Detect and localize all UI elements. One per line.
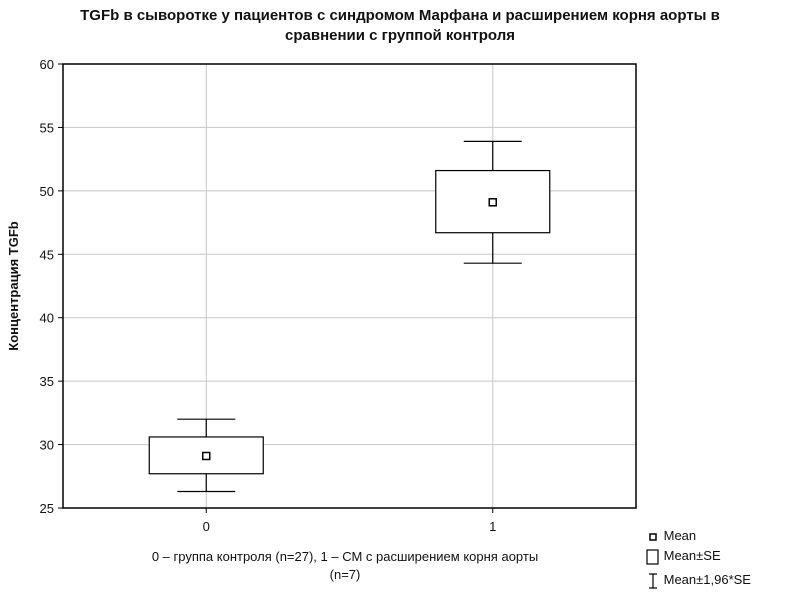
x-tick-label: 0 [203, 519, 210, 534]
x-tick-label: 1 [489, 519, 496, 534]
x-axis-label-line-2: (n=7) [329, 567, 361, 582]
legend-item-ci: Mean±1,96*SE [646, 572, 751, 589]
chart-title-line-1: TGFb в сыворотке у пациентов с синдромом… [80, 7, 720, 24]
legend-item-se: Mean±SE [646, 548, 721, 565]
mean-marker [202, 451, 211, 461]
y-tick-label: 55 [40, 120, 54, 135]
y-tick-label: 35 [40, 374, 54, 389]
chart-title: TGFb в сыворотке у пациентов с синдромом… [0, 6, 800, 46]
y-tick-label: 50 [40, 184, 54, 199]
whisker-icon [649, 572, 657, 589]
se-box-icon [646, 548, 659, 565]
legend-item-mean: Mean [646, 528, 696, 544]
y-tick-label: 25 [40, 501, 54, 516]
x-axis-label-line-1: 0 – группа контроля (n=27), 1 – СМ с рас… [151, 549, 539, 564]
mean-marker [488, 198, 497, 207]
x-axis-label: 0 – группа контроля (n=27), 1 – СМ с рас… [40, 548, 650, 584]
plot-frame [62, 63, 637, 509]
y-tick-label: 30 [40, 438, 54, 453]
y-tick-label: 40 [40, 311, 54, 326]
legend-label-ci: Mean±1,96*SE [663, 572, 751, 587]
chart-title-line-2: сравнении с группой контроля [285, 27, 515, 44]
y-axis-label: Концентрация TGFb [6, 221, 21, 351]
legend-label-se: Mean±SE [663, 548, 721, 563]
y-tick-label: 45 [40, 247, 54, 262]
mean-marker-icon [649, 532, 657, 541]
y-tick-label: 60 [40, 57, 54, 72]
legend-label-mean: Mean [663, 528, 697, 543]
